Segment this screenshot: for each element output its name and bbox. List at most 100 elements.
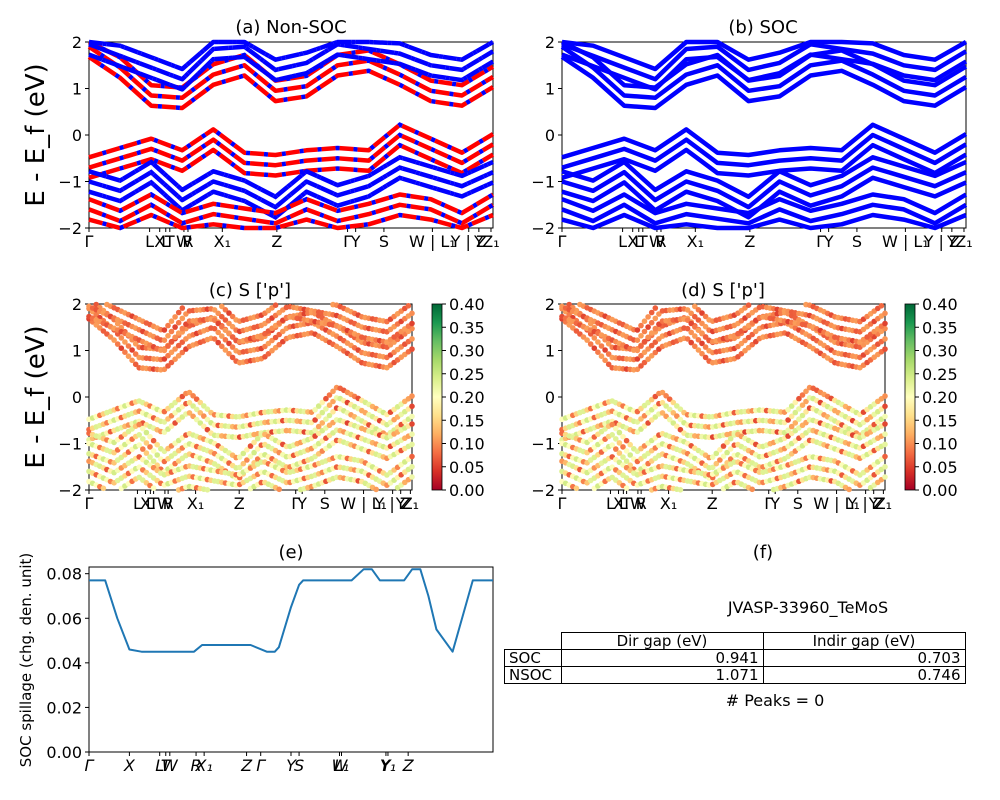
scatter-point bbox=[154, 452, 160, 458]
scatter-point bbox=[226, 350, 232, 357]
scatter-point bbox=[659, 389, 666, 396]
material-id: JVASP-33960_TeMoS bbox=[727, 598, 888, 618]
scatter-point bbox=[648, 319, 655, 326]
scatter-point bbox=[692, 324, 698, 330]
scatter-point bbox=[652, 305, 659, 311]
scatter-point bbox=[677, 416, 684, 423]
colorbar-tick-label: 0.40 bbox=[449, 295, 485, 314]
y-tick-label: −1 bbox=[58, 173, 82, 192]
x-tick-label: Y₁ bbox=[380, 756, 396, 775]
band-line-overlay bbox=[88, 132, 495, 170]
x-tick-label: R bbox=[655, 232, 666, 251]
scatter-point bbox=[846, 486, 852, 493]
scatter-point bbox=[143, 450, 150, 456]
scatter-point bbox=[634, 337, 641, 344]
x-tick-label: X₁ bbox=[194, 756, 212, 775]
x-tick-label: L bbox=[155, 756, 164, 775]
colorbar bbox=[431, 303, 443, 491]
band-line bbox=[561, 52, 968, 92]
scatter-point bbox=[717, 447, 723, 453]
scatter-point bbox=[132, 341, 139, 347]
x-tick-label: Γ bbox=[85, 232, 94, 251]
scatter-point bbox=[799, 412, 806, 419]
scatter-point bbox=[670, 420, 677, 426]
scatter-point bbox=[670, 410, 677, 416]
scatter-point bbox=[803, 409, 809, 415]
scatter-point bbox=[323, 395, 329, 402]
scatter-point bbox=[695, 307, 702, 313]
scatter-point bbox=[648, 330, 655, 336]
x-tick-label: Γ bbox=[256, 756, 266, 775]
scatter-point bbox=[882, 441, 888, 448]
scatter-point bbox=[211, 336, 218, 342]
scatter-point bbox=[591, 345, 598, 352]
scatter-point bbox=[641, 359, 648, 366]
band-line-overlay bbox=[88, 142, 495, 180]
band-line bbox=[561, 122, 968, 160]
scatter-point bbox=[652, 325, 659, 332]
scatter-point bbox=[688, 310, 694, 317]
y-tick-label: 2 bbox=[72, 295, 82, 314]
x-tick-label: X₁ bbox=[187, 494, 204, 513]
scatter-point bbox=[663, 403, 669, 409]
scatter-point bbox=[796, 406, 802, 412]
scatter-point bbox=[240, 450, 247, 457]
scatter-point bbox=[172, 324, 178, 330]
scatter-point bbox=[602, 347, 608, 353]
x-tick-label: X₁ bbox=[214, 232, 231, 251]
scatter-point bbox=[168, 318, 175, 325]
x-tick-label: Z₁ bbox=[875, 494, 892, 513]
scatter-point bbox=[645, 324, 651, 330]
scatter-point bbox=[638, 363, 644, 369]
scatter-point bbox=[609, 421, 615, 428]
x-tick-label: Z₁ bbox=[482, 232, 499, 251]
scatter-point bbox=[323, 406, 329, 412]
x-tick-label: Γ bbox=[558, 494, 567, 513]
scatter-point bbox=[132, 351, 139, 357]
scatter-point bbox=[330, 388, 336, 395]
band-line bbox=[561, 142, 968, 180]
x-tick-label: Y | Z bbox=[923, 232, 960, 251]
scatter-point bbox=[272, 302, 279, 309]
scatter-point bbox=[409, 413, 415, 420]
scatter-point bbox=[634, 356, 641, 362]
scatter-point bbox=[882, 453, 888, 460]
scatter-point bbox=[222, 307, 229, 313]
band-line bbox=[88, 155, 494, 200]
scatter-point bbox=[684, 317, 691, 324]
colorbar-tick-label: 0.15 bbox=[922, 411, 958, 430]
x-tick-label: S bbox=[294, 756, 304, 775]
scatter-point bbox=[634, 366, 641, 373]
scatter-point bbox=[623, 458, 630, 465]
scatter-point bbox=[140, 436, 146, 442]
scatter-point bbox=[666, 396, 673, 403]
band-line bbox=[88, 39, 495, 72]
x-tick-label: Y bbox=[946, 232, 957, 251]
scatter-point bbox=[190, 393, 196, 399]
scatter-point bbox=[172, 334, 178, 341]
y-tick-label: 1 bbox=[545, 80, 555, 99]
scatter-point bbox=[882, 421, 888, 427]
y-tick-label: −2 bbox=[58, 219, 82, 238]
band-line bbox=[87, 44, 495, 101]
scatter-point bbox=[222, 327, 229, 334]
scatter-point bbox=[118, 345, 125, 352]
scatter-point bbox=[692, 303, 698, 310]
table-header-row: Dir gap (eV) Indir gap (eV) bbox=[505, 632, 966, 650]
scatter-point bbox=[409, 421, 415, 427]
scatter-point bbox=[143, 440, 150, 446]
band-line-overlay bbox=[88, 191, 495, 216]
x-tick-label: Y bbox=[823, 232, 834, 251]
y-tick-label: 0.06 bbox=[46, 609, 82, 628]
ylabel-e: SOC spillage (chg. den. unit) bbox=[17, 553, 35, 768]
scatter-point bbox=[641, 318, 648, 325]
scatter-point bbox=[222, 337, 229, 343]
scatter-point bbox=[190, 403, 196, 409]
y-tick-label: −2 bbox=[58, 481, 82, 500]
x-tick-label: Z bbox=[234, 494, 245, 513]
band-line-overlay bbox=[88, 41, 495, 82]
table-header-indir: Indir gap (eV) bbox=[762, 632, 966, 650]
colorbar-tick-label: 0.05 bbox=[922, 458, 958, 477]
scatter-point bbox=[179, 325, 186, 332]
row-label: NSOC bbox=[504, 666, 562, 684]
